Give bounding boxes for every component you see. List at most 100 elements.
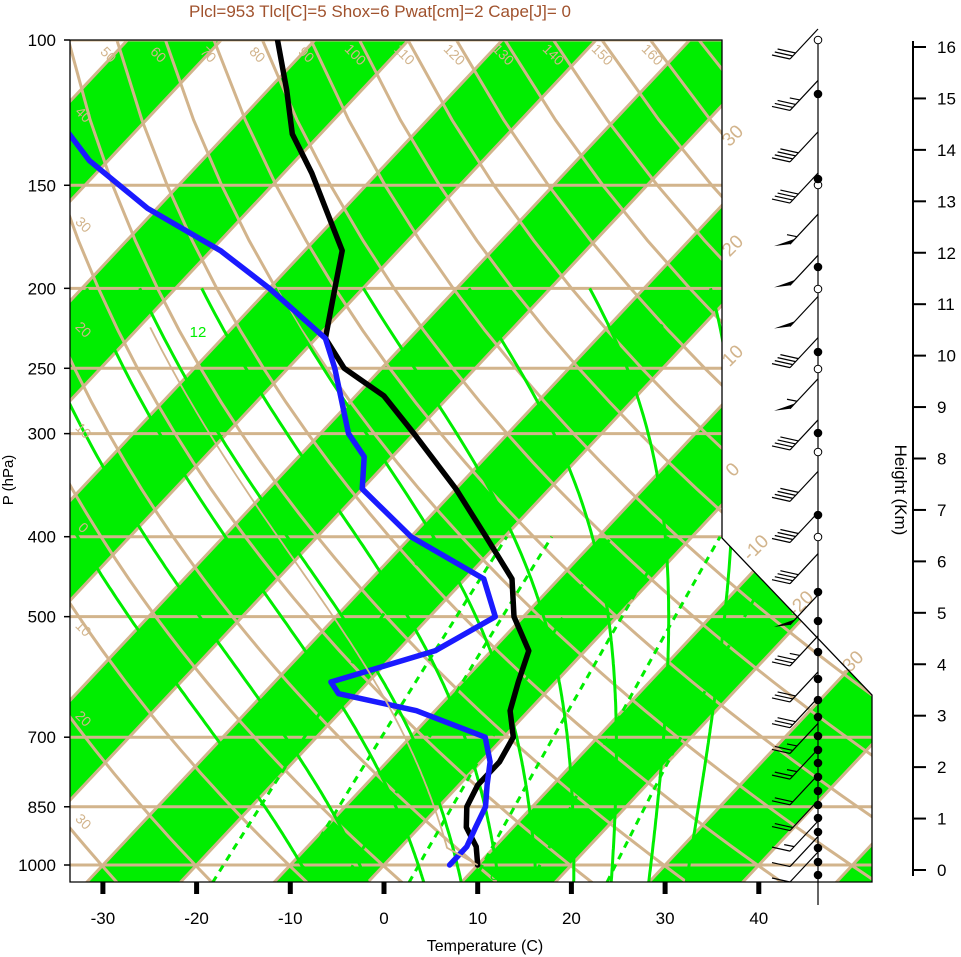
wind-barb-staff <box>789 512 819 543</box>
wind-barb-half <box>789 652 800 657</box>
wind-barb-full <box>774 694 793 700</box>
wind-barb-full <box>771 54 791 60</box>
moist-adiabat <box>138 287 463 882</box>
wind-level-dot <box>813 870 823 880</box>
wind-barb-full <box>771 105 791 112</box>
wind-barb-half <box>786 769 798 773</box>
height-tick-label: 7 <box>937 501 946 520</box>
wind-barb-staff <box>789 800 819 831</box>
wind-level-dot <box>813 428 823 438</box>
pressure-tick-label: 700 <box>28 728 56 747</box>
height-tick-label: 9 <box>937 398 946 417</box>
isotherm-label: 160 <box>639 41 667 69</box>
wind-barb-full <box>777 99 796 106</box>
dry-adiabat <box>358 40 872 882</box>
pressure-tick-label: 150 <box>28 176 56 195</box>
wind-barb-full <box>777 717 796 723</box>
wind-level-dot <box>813 731 823 741</box>
wind-barb-full <box>777 531 796 538</box>
dewpoint-profile-line <box>70 40 499 868</box>
wind-barb-full <box>771 537 791 544</box>
wind-barb-full <box>774 102 793 109</box>
wind-barb-full <box>774 797 793 803</box>
temperature-profile-line <box>274 40 532 868</box>
mixing-ratio-label: 32 <box>648 321 665 338</box>
isotherm-label-right: 10 <box>718 341 748 371</box>
wind-level-dot <box>813 647 823 657</box>
wind-level-dot <box>813 616 823 626</box>
temperature-band <box>70 40 409 882</box>
wind-level-dot <box>813 827 823 837</box>
wind-barb-column <box>771 28 823 905</box>
pressure-tick-label: 250 <box>28 359 56 378</box>
wind-level-dot <box>813 857 823 867</box>
wind-barb-full <box>771 496 791 502</box>
wind-level-dot <box>813 347 823 357</box>
wind-barb-full <box>774 771 793 777</box>
moist-adiabat <box>273 287 538 882</box>
wind-barb-full <box>780 189 799 195</box>
height-tick-label: 13 <box>937 192 956 211</box>
wind-level-dot <box>813 800 823 810</box>
temperature-band <box>70 40 597 882</box>
wind-barb-full <box>771 800 791 806</box>
wind-barb-flag <box>774 279 796 288</box>
moist-adiabat <box>200 287 501 882</box>
wind-barb-flag <box>774 321 796 329</box>
dry-adiabat <box>115 40 784 882</box>
isotherm-line <box>647 40 872 882</box>
moist-adiabat <box>362 287 576 882</box>
height-tick-label: 14 <box>937 141 956 160</box>
moist-adiabat <box>85 287 426 882</box>
mixing-ratio-label: 3 <box>361 867 369 884</box>
height-tick-label: 8 <box>937 450 946 469</box>
wind-level-dot <box>813 695 823 705</box>
height-tick-label: 2 <box>937 758 946 777</box>
wind-barb-staff <box>789 213 819 245</box>
wind-barb-full <box>774 745 793 751</box>
wind-barb-staff <box>789 172 819 204</box>
height-tick-label: 10 <box>937 347 956 366</box>
dry-adiabat <box>70 40 214 882</box>
temperature-axis: -30 -20 -10 0 10 20 30 40 <box>91 882 768 928</box>
wind-barb-full <box>780 570 799 576</box>
wind-barb-full <box>774 442 793 448</box>
height-tick-label: 15 <box>937 89 956 108</box>
wind-level-dot <box>813 174 823 184</box>
height-tick-label: 12 <box>937 244 956 263</box>
isotherm-line <box>70 40 410 882</box>
wind-barb-full <box>774 658 793 664</box>
isotherm-label-right: -10 <box>739 531 773 565</box>
pressure-tick-label: 300 <box>28 425 56 444</box>
wind-level-dot <box>813 35 823 45</box>
wind-barb-full <box>780 487 799 493</box>
mixing-ratio-line <box>529 535 722 882</box>
wind-barb-staff <box>789 378 819 410</box>
profiles <box>70 40 532 868</box>
dry-adiabat <box>70 40 594 882</box>
height-axis-label: Height (Km) <box>891 445 910 536</box>
mixing-ratio-line <box>341 535 554 882</box>
wind-barb-full <box>771 877 791 883</box>
isotherm-line <box>70 40 223 882</box>
wind-barb-full <box>771 363 791 369</box>
isotherm-label-right: 0 <box>722 459 744 481</box>
dry-adiabat <box>261 40 872 882</box>
mixing-ratio-line <box>291 535 509 882</box>
pressure-tick-label: 850 <box>28 798 56 817</box>
moist-adiabat <box>70 287 369 882</box>
wind-level-dot <box>813 532 823 542</box>
wind-barb-flag <box>774 238 796 247</box>
wind-level-dot <box>813 510 823 520</box>
height-tick-label: 11 <box>937 295 955 314</box>
height-tick-label: 5 <box>937 604 946 623</box>
wind-barb-full <box>777 192 796 198</box>
temperature-tick-label: 10 <box>468 909 487 928</box>
temperature-tick-label: 0 <box>379 909 388 928</box>
pressure-tick-label: 200 <box>28 279 56 298</box>
wind-barb-staff <box>789 820 819 852</box>
height-tick-label: 4 <box>937 655 946 674</box>
wind-barb-full <box>774 534 793 541</box>
pressure-tick-label: 400 <box>28 528 56 547</box>
temperature-tick-label: -30 <box>91 909 116 928</box>
